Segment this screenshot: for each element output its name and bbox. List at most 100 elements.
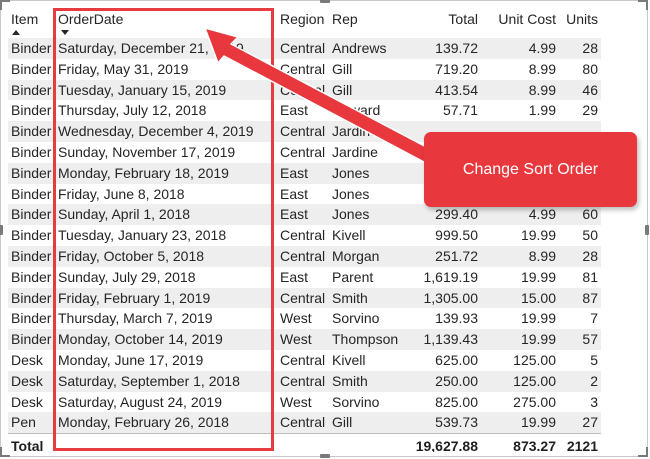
cell-orderdate: Sunday, November 17, 2019 <box>55 141 277 163</box>
column-header-units[interactable]: Units <box>566 11 598 27</box>
cell-rep: Smith <box>329 370 403 392</box>
resize-handle-bottom[interactable] <box>320 454 330 458</box>
resize-handle-right[interactable] <box>645 225 649 235</box>
callout-text: Change Sort Order <box>462 160 599 178</box>
cell-item: Binder <box>8 204 55 226</box>
cell-item: Binder <box>8 308 55 330</box>
totals-unit-cost: 873.27 <box>481 433 559 452</box>
resize-corner-bottom-left[interactable] <box>0 447 10 457</box>
cell-total: 139.72 <box>403 38 481 59</box>
cell-orderdate: Wednesday, December 4, 2019 <box>55 121 277 142</box>
sort-descending-icon <box>61 30 69 35</box>
resize-handle-left[interactable] <box>0 225 3 235</box>
cell-total: 1,139.43 <box>403 329 481 350</box>
resize-corner-bottom-right[interactable] <box>638 447 648 457</box>
table-row[interactable]: Desk Saturday, September 1, 2018 Central Sm… <box>8 370 601 392</box>
cell-total: 825.00 <box>403 391 481 413</box>
cell-total: 299.40 <box>403 204 481 226</box>
cell-orderdate: Monday, October 14, 2019 <box>55 329 277 350</box>
cell-total: 1,619.19 <box>403 266 481 288</box>
table-row[interactable]: Binder Friday, October 5, 2018 Central Morg… <box>8 245 601 267</box>
resize-corner-top-right[interactable] <box>638 0 648 10</box>
cell-rep: Andrews <box>329 38 403 59</box>
cell-total: 625.00 <box>403 349 481 371</box>
cell-region: Central <box>277 349 329 371</box>
table-row[interactable]: Binder Tuesday, January 15, 2019 Central Gi… <box>8 79 601 101</box>
cell-units: 80 <box>559 58 601 80</box>
cell-rep: Sorvino <box>329 308 403 330</box>
column-header-unit-cost[interactable]: Unit Cost <box>498 11 556 27</box>
cell-item: Binder <box>8 141 55 163</box>
totals-cell-empty <box>277 433 329 452</box>
cell-total: 719.20 <box>403 58 481 80</box>
cell-orderdate: Sunday, April 1, 2018 <box>55 204 277 226</box>
cell-rep: Howard <box>329 100 403 122</box>
cell-unitcost: 1.99 <box>481 100 559 122</box>
cell-rep: Gill <box>329 79 403 101</box>
column-header-orderdate[interactable]: OrderDate <box>55 8 277 38</box>
cell-orderdate: Saturday, September 1, 2018 <box>55 370 277 392</box>
table-row[interactable]: Pen Monday, February 26, 2018 Central Gill 5… <box>8 412 601 434</box>
cell-region: East <box>277 100 329 122</box>
cell-orderdate: Thursday, July 12, 2018 <box>55 100 277 122</box>
cell-region: West <box>277 308 329 330</box>
cell-rep: Sorvino <box>329 391 403 413</box>
table-row[interactable]: Binder Thursday, July 12, 2018 East Howard 5… <box>8 100 601 122</box>
cell-unitcost: 19.99 <box>481 308 559 330</box>
cell-unitcost: 8.99 <box>481 79 559 101</box>
cell-rep: Thompson <box>329 329 403 350</box>
table-row[interactable]: Desk Saturday, August 24, 2019 West Sorvino… <box>8 391 601 413</box>
sort-ascending-icon <box>12 30 20 35</box>
cell-item: Binder <box>8 183 55 205</box>
cell-orderdate: Saturday, December 21, 2019 <box>55 38 277 59</box>
cell-unitcost: 19.99 <box>481 266 559 288</box>
cell-item: Desk <box>8 391 55 413</box>
change-sort-order-callout: Change Sort Order <box>424 132 637 207</box>
column-header-region[interactable]: Region <box>280 11 325 27</box>
cell-unitcost: 275.00 <box>481 391 559 413</box>
cell-region: East <box>277 183 329 205</box>
cell-orderdate: Thursday, March 7, 2019 <box>55 308 277 330</box>
cell-item: Binder <box>8 162 55 184</box>
table-row[interactable]: Binder Thursday, March 7, 2019 West Sorvino… <box>8 308 601 330</box>
table-row[interactable]: Binder Friday, May 31, 2019 Central Gill 719… <box>8 58 601 80</box>
resize-corner-top-left[interactable] <box>0 0 10 10</box>
cell-orderdate: Friday, February 1, 2019 <box>55 287 277 309</box>
cell-rep: Jones <box>329 204 403 226</box>
table-row[interactable]: Binder Monday, October 14, 2019 West Thomps… <box>8 329 601 350</box>
cell-region: West <box>277 391 329 413</box>
cell-unitcost: 125.00 <box>481 349 559 371</box>
resize-handle-top[interactable] <box>320 0 330 3</box>
column-header-item[interactable]: Item <box>8 8 55 38</box>
cell-units: 3 <box>559 391 601 413</box>
cell-units: 57 <box>559 329 601 350</box>
cell-unitcost: 19.99 <box>481 225 559 246</box>
table-row[interactable]: Desk Monday, June 17, 2019 Central Kivell 62… <box>8 349 601 371</box>
totals-total: 19,627.88 <box>403 433 481 452</box>
column-header-total[interactable]: Total <box>448 11 478 27</box>
cell-rep: Kivell <box>329 349 403 371</box>
table-row[interactable]: Binder Tuesday, January 23, 2018 Central Ki… <box>8 225 601 246</box>
cell-item: Desk <box>8 370 55 392</box>
cell-region: West <box>277 329 329 350</box>
table-row[interactable]: Binder Sunday, July 29, 2018 East Parent 1,6… <box>8 266 601 288</box>
cell-item: Binder <box>8 58 55 80</box>
table-row[interactable]: Binder Friday, February 1, 2019 Central Smi… <box>8 287 601 309</box>
cell-unitcost: 19.99 <box>481 329 559 350</box>
cell-orderdate: Friday, May 31, 2019 <box>55 58 277 80</box>
cell-region: Central <box>277 370 329 392</box>
header-row: Item OrderDate Region Rep Total Unit Cos… <box>8 8 601 38</box>
cell-units: 28 <box>559 38 601 59</box>
cell-total: 57.71 <box>403 100 481 122</box>
cell-units: 2 <box>559 370 601 392</box>
cell-rep: Gill <box>329 412 403 434</box>
table-row[interactable]: Binder Saturday, December 21, 2019 Central… <box>8 38 601 59</box>
cell-region: East <box>277 162 329 184</box>
cell-rep: Kivell <box>329 225 403 246</box>
table-row[interactable]: Binder Sunday, April 1, 2018 East Jones 299.… <box>8 204 601 226</box>
cell-region: East <box>277 204 329 226</box>
cell-item: Binder <box>8 79 55 101</box>
totals-row: Total 19,627.88 873.27 2121 <box>8 433 601 452</box>
column-header-rep[interactable]: Rep <box>332 11 358 27</box>
cell-orderdate: Monday, February 18, 2019 <box>55 162 277 184</box>
